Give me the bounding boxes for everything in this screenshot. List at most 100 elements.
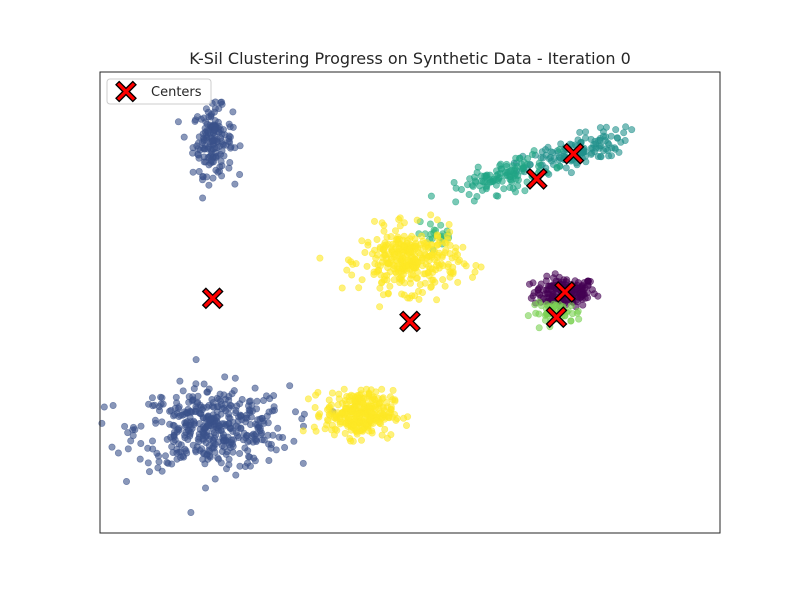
data-point-cluster-1 [217, 426, 225, 434]
data-point-cluster-5 [365, 403, 373, 411]
data-point-cluster-4 [573, 309, 581, 317]
cluster-center-marker [562, 142, 585, 165]
data-point-cluster-3 [469, 182, 477, 190]
data-point-cluster-5 [383, 434, 391, 442]
data-point-cluster-5 [441, 282, 449, 290]
data-point-cluster-1 [211, 117, 219, 125]
data-point-cluster-1 [260, 436, 268, 444]
data-point-cluster-1 [177, 441, 185, 449]
data-point-cluster-1 [267, 444, 275, 452]
data-point-cluster-5 [389, 386, 397, 394]
data-point-cluster-5 [338, 399, 346, 407]
data-point-cluster-2 [539, 154, 547, 162]
data-point-cluster-2 [611, 144, 619, 152]
data-point-cluster-1 [207, 157, 215, 165]
data-point-cluster-5 [362, 421, 370, 429]
data-point-cluster-2 [613, 134, 621, 142]
data-point-cluster-5 [347, 437, 355, 445]
data-point-cluster-2 [622, 123, 630, 131]
data-point-cluster-3 [474, 163, 482, 171]
data-point-cluster-5 [402, 421, 410, 429]
data-point-cluster-5 [368, 396, 376, 404]
data-point-cluster-1 [225, 164, 233, 172]
data-point-cluster-2 [582, 128, 590, 136]
data-point-cluster-5 [439, 276, 447, 284]
data-point-cluster-1 [227, 143, 235, 151]
data-point-cluster-1 [203, 403, 211, 411]
data-point-cluster-0 [527, 294, 535, 302]
data-point-cluster-5 [418, 254, 426, 262]
data-point-cluster-2 [604, 146, 612, 154]
data-point-cluster-1 [223, 465, 231, 473]
data-point-cluster-1 [238, 395, 246, 403]
data-point-cluster-4 [551, 302, 559, 310]
data-point-cluster-5 [343, 266, 351, 274]
chart-title: K-Sil Clustering Progress on Synthetic D… [189, 49, 631, 68]
data-point-cluster-1 [265, 408, 273, 416]
data-point-cluster-5 [341, 429, 349, 437]
data-point-cluster-0 [537, 280, 545, 288]
data-point-cluster-3 [503, 160, 511, 168]
data-point-cluster-5 [326, 411, 334, 419]
data-point-cluster-5 [314, 388, 322, 396]
data-point-cluster-5 [445, 221, 453, 229]
data-point-cluster-1 [205, 113, 213, 121]
data-point-cluster-1 [173, 409, 181, 417]
data-point-cluster-1 [205, 385, 213, 393]
data-point-cluster-4 [575, 315, 583, 323]
data-point-cluster-1 [149, 402, 157, 410]
data-point-cluster-5 [421, 243, 429, 251]
data-point-cluster-0 [584, 277, 592, 285]
data-point-cluster-1 [253, 405, 261, 413]
data-point-cluster-1 [214, 168, 222, 176]
data-point-cluster-1 [174, 118, 182, 126]
data-point-cluster-1 [236, 142, 244, 150]
legend: Centers [106, 78, 212, 105]
data-point-cluster-1 [244, 447, 252, 455]
data-point-cluster-1 [158, 394, 166, 402]
data-point-cluster-1 [179, 452, 187, 460]
data-point-cluster-2 [596, 136, 604, 144]
data-point-cluster-1 [299, 459, 307, 467]
data-point-cluster-3 [521, 187, 529, 195]
data-point-cluster-4 [532, 309, 540, 317]
data-point-cluster-1 [199, 423, 207, 431]
data-point-cluster-1 [225, 404, 233, 412]
data-point-cluster-5 [372, 254, 380, 262]
data-point-cluster-1 [217, 459, 225, 467]
data-point-cluster-4 [524, 312, 532, 320]
data-point-cluster-4 [567, 317, 575, 325]
data-point-cluster-5 [407, 275, 415, 283]
data-point-cluster-5 [477, 263, 485, 271]
data-point-cluster-1 [246, 453, 254, 461]
data-point-cluster-3 [452, 198, 460, 206]
data-point-cluster-5 [353, 430, 361, 438]
data-point-cluster-0 [534, 285, 542, 293]
data-point-cluster-1 [230, 387, 238, 395]
data-point-cluster-1 [239, 436, 247, 444]
data-point-cluster-2 [596, 142, 604, 150]
data-point-cluster-3 [553, 164, 561, 172]
data-point-cluster-5 [387, 255, 395, 263]
data-point-cluster-5 [430, 247, 438, 255]
data-point-cluster-5 [391, 227, 399, 235]
cluster-center-marker [399, 310, 421, 333]
data-point-cluster-5 [385, 414, 393, 422]
legend-center-marker-icon [115, 80, 137, 103]
data-point-cluster-5 [372, 416, 380, 424]
data-point-cluster-1 [290, 437, 298, 445]
data-point-cluster-5 [459, 243, 467, 251]
data-point-cluster-5 [389, 396, 397, 404]
data-point-cluster-5 [405, 245, 413, 253]
data-point-cluster-1 [246, 420, 254, 428]
data-point-cluster-1 [195, 438, 203, 446]
data-point-cluster-4 [535, 298, 543, 306]
data-point-cluster-1 [199, 173, 207, 181]
data-point-cluster-5 [380, 227, 388, 235]
data-point-cluster-1 [207, 415, 215, 423]
data-point-cluster-2 [621, 137, 629, 145]
data-point-cluster-3 [514, 172, 522, 180]
data-point-cluster-5 [400, 414, 408, 422]
data-point-cluster-5 [352, 260, 360, 268]
